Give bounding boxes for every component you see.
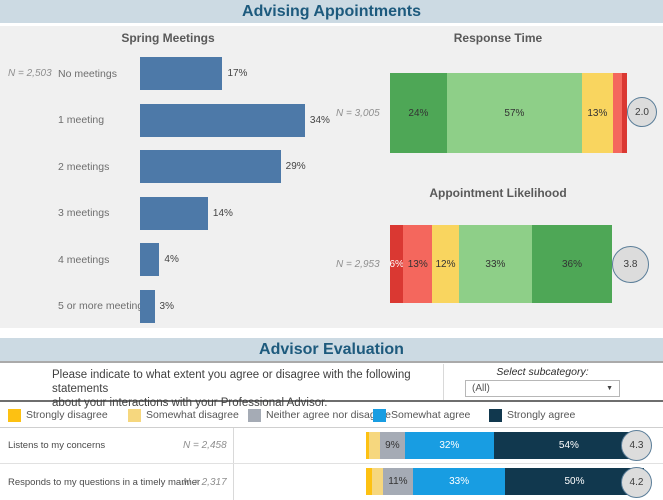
question-text: Please indicate to what extent you agree… bbox=[52, 368, 447, 410]
spring-meetings-n-label: N = 2,503 bbox=[8, 68, 52, 79]
legend-item-neither-agree-nor-disagree[interactable]: Neither agree nor disagree bbox=[248, 405, 391, 425]
appointment-likelihood-n-label: N = 2,953 bbox=[336, 258, 380, 270]
spring-category-label: 3 meetings bbox=[58, 207, 110, 219]
evaluation-row-label: Listens to my concerns bbox=[8, 440, 106, 451]
spring-meetings-title: Spring Meetings bbox=[121, 31, 215, 45]
evaluation-row-segment[interactable] bbox=[366, 432, 369, 459]
response-time-score-circle[interactable]: 2.0 bbox=[627, 97, 657, 127]
spring-bar-value-label: 4% bbox=[164, 254, 179, 265]
section-divider-bottom bbox=[0, 400, 663, 402]
spring-category-label: No meetings bbox=[58, 67, 117, 80]
evaluation-row-score-circle[interactable]: 4.2 bbox=[621, 467, 652, 498]
appointment-likelihood-stacked-bar: 6% 13% 12% 33% 36% bbox=[390, 225, 612, 303]
spring-bar[interactable] bbox=[140, 196, 208, 230]
legend-item-strongly-disagree[interactable]: Strongly disagree bbox=[8, 405, 108, 425]
evaluation-row-segment[interactable]: 11% bbox=[382, 468, 414, 495]
legend-item-strongly-agree[interactable]: Strongly agree bbox=[489, 405, 575, 425]
response-time-stacked-bar: 24% 57% 13% bbox=[390, 73, 627, 153]
subcategory-dropdown[interactable]: (All) ▼ bbox=[465, 380, 620, 397]
spring-bar-value-label: 17% bbox=[227, 68, 248, 79]
legend-swatch bbox=[8, 408, 21, 422]
evaluation-row-n-label: N = 2,458 bbox=[183, 440, 227, 451]
legend-item-somewhat-agree[interactable]: Somewhat agree bbox=[373, 405, 470, 425]
spring-bar-value-label: 14% bbox=[212, 207, 233, 219]
evaluation-row-stacked-bar: 9% 32% 54% bbox=[366, 432, 644, 459]
advisor-evaluation-title: Advisor Evaluation bbox=[259, 340, 404, 358]
legend-label: Somewhat agree bbox=[391, 409, 471, 421]
response-time-title: Response Time bbox=[453, 31, 543, 45]
subcategory-dropdown-value: (All) bbox=[472, 383, 490, 394]
legend-swatch bbox=[489, 408, 502, 422]
appointment-likelihood-title: Appointment Likelihood bbox=[429, 186, 567, 200]
legend-label: Somewhat disagree bbox=[146, 409, 239, 421]
advisor-evaluation-title-bar: Advisor Evaluation bbox=[0, 338, 663, 361]
appointment-likelihood-segment[interactable]: 13% bbox=[403, 225, 433, 303]
legend-label: Strongly agree bbox=[507, 409, 576, 421]
spring-bar-value-label: 29% bbox=[285, 161, 306, 172]
evaluation-row-stacked-bar: 11% 33% 50% bbox=[366, 468, 644, 495]
response-time-segment[interactable] bbox=[622, 73, 627, 153]
evaluation-row-segment[interactable] bbox=[368, 432, 380, 459]
legend-swatch bbox=[373, 408, 386, 422]
response-time-segment[interactable]: 24% bbox=[390, 73, 447, 153]
evaluation-row-label: Responds to my questions in a timely man… bbox=[8, 476, 201, 488]
evaluation-row-score-circle[interactable]: 4.3 bbox=[621, 430, 652, 461]
spring-bar-value-label: 3% bbox=[159, 300, 174, 312]
rows-column-divider bbox=[233, 428, 234, 500]
spring-category-label: 5 or more meetings bbox=[58, 300, 149, 312]
appointment-likelihood-segment[interactable]: 6% bbox=[390, 225, 404, 303]
evaluation-row-segment[interactable]: 50% bbox=[504, 468, 644, 495]
appointment-likelihood-score: 3.8 bbox=[623, 259, 638, 270]
evaluation-row-segment[interactable] bbox=[371, 468, 383, 495]
spring-bar[interactable] bbox=[140, 103, 305, 137]
legend-swatch bbox=[248, 408, 261, 422]
spring-category-label: 2 meetings bbox=[58, 160, 110, 173]
evaluation-row-n-label: N = 2,317 bbox=[183, 476, 227, 488]
spring-bar[interactable] bbox=[140, 289, 155, 323]
question-line-2: about your interactions with your Profes… bbox=[52, 397, 328, 409]
appointment-likelihood-segment[interactable]: 36% bbox=[532, 225, 612, 303]
evaluation-row-segment[interactable]: 32% bbox=[404, 432, 494, 459]
section-divider-top bbox=[0, 361, 663, 363]
question-line-1: Please indicate to what extent you agree… bbox=[52, 369, 411, 395]
evaluation-row-segment[interactable]: 33% bbox=[413, 468, 505, 495]
dashboard-title: Advising Appointments bbox=[242, 2, 421, 20]
spring-bar-value-label: 34% bbox=[309, 114, 330, 126]
subcategory-label: Select subcategory: bbox=[496, 366, 589, 378]
legend-swatch bbox=[128, 408, 141, 422]
response-time-segment[interactable] bbox=[612, 73, 623, 153]
legend-label: Strongly disagree bbox=[26, 409, 108, 421]
appointment-likelihood-score-circle[interactable]: 3.8 bbox=[612, 246, 649, 283]
evaluation-row-segment[interactable]: 9% bbox=[379, 432, 405, 459]
spring-bar[interactable] bbox=[140, 57, 223, 90]
spring-bar[interactable] bbox=[140, 150, 281, 183]
appointment-likelihood-segment[interactable]: 33% bbox=[458, 225, 533, 303]
legend-label: Neither agree nor disagree bbox=[266, 409, 391, 421]
evaluation-row-segment[interactable]: 54% bbox=[493, 432, 644, 459]
spring-category-label: 1 meeting bbox=[58, 114, 105, 126]
legend-bottom-line bbox=[0, 427, 663, 428]
appointment-likelihood-segment[interactable]: 12% bbox=[432, 225, 459, 303]
spring-bar[interactable] bbox=[140, 243, 160, 276]
rows-divider bbox=[0, 463, 663, 464]
evaluation-row-segment[interactable] bbox=[366, 468, 372, 495]
response-time-score: 2.0 bbox=[635, 106, 649, 118]
response-time-segment[interactable]: 57% bbox=[446, 73, 582, 153]
chevron-down-icon: ▼ bbox=[606, 385, 613, 392]
response-time-segment[interactable]: 13% bbox=[581, 73, 613, 153]
spring-category-label: 4 meetings bbox=[58, 253, 110, 266]
response-time-n-label: N = 3,005 bbox=[336, 107, 380, 119]
question-area-divider bbox=[443, 364, 444, 400]
legend-item-somewhat-disagree[interactable]: Somewhat disagree bbox=[128, 405, 239, 425]
dashboard-title-bar: Advising Appointments bbox=[0, 0, 663, 23]
